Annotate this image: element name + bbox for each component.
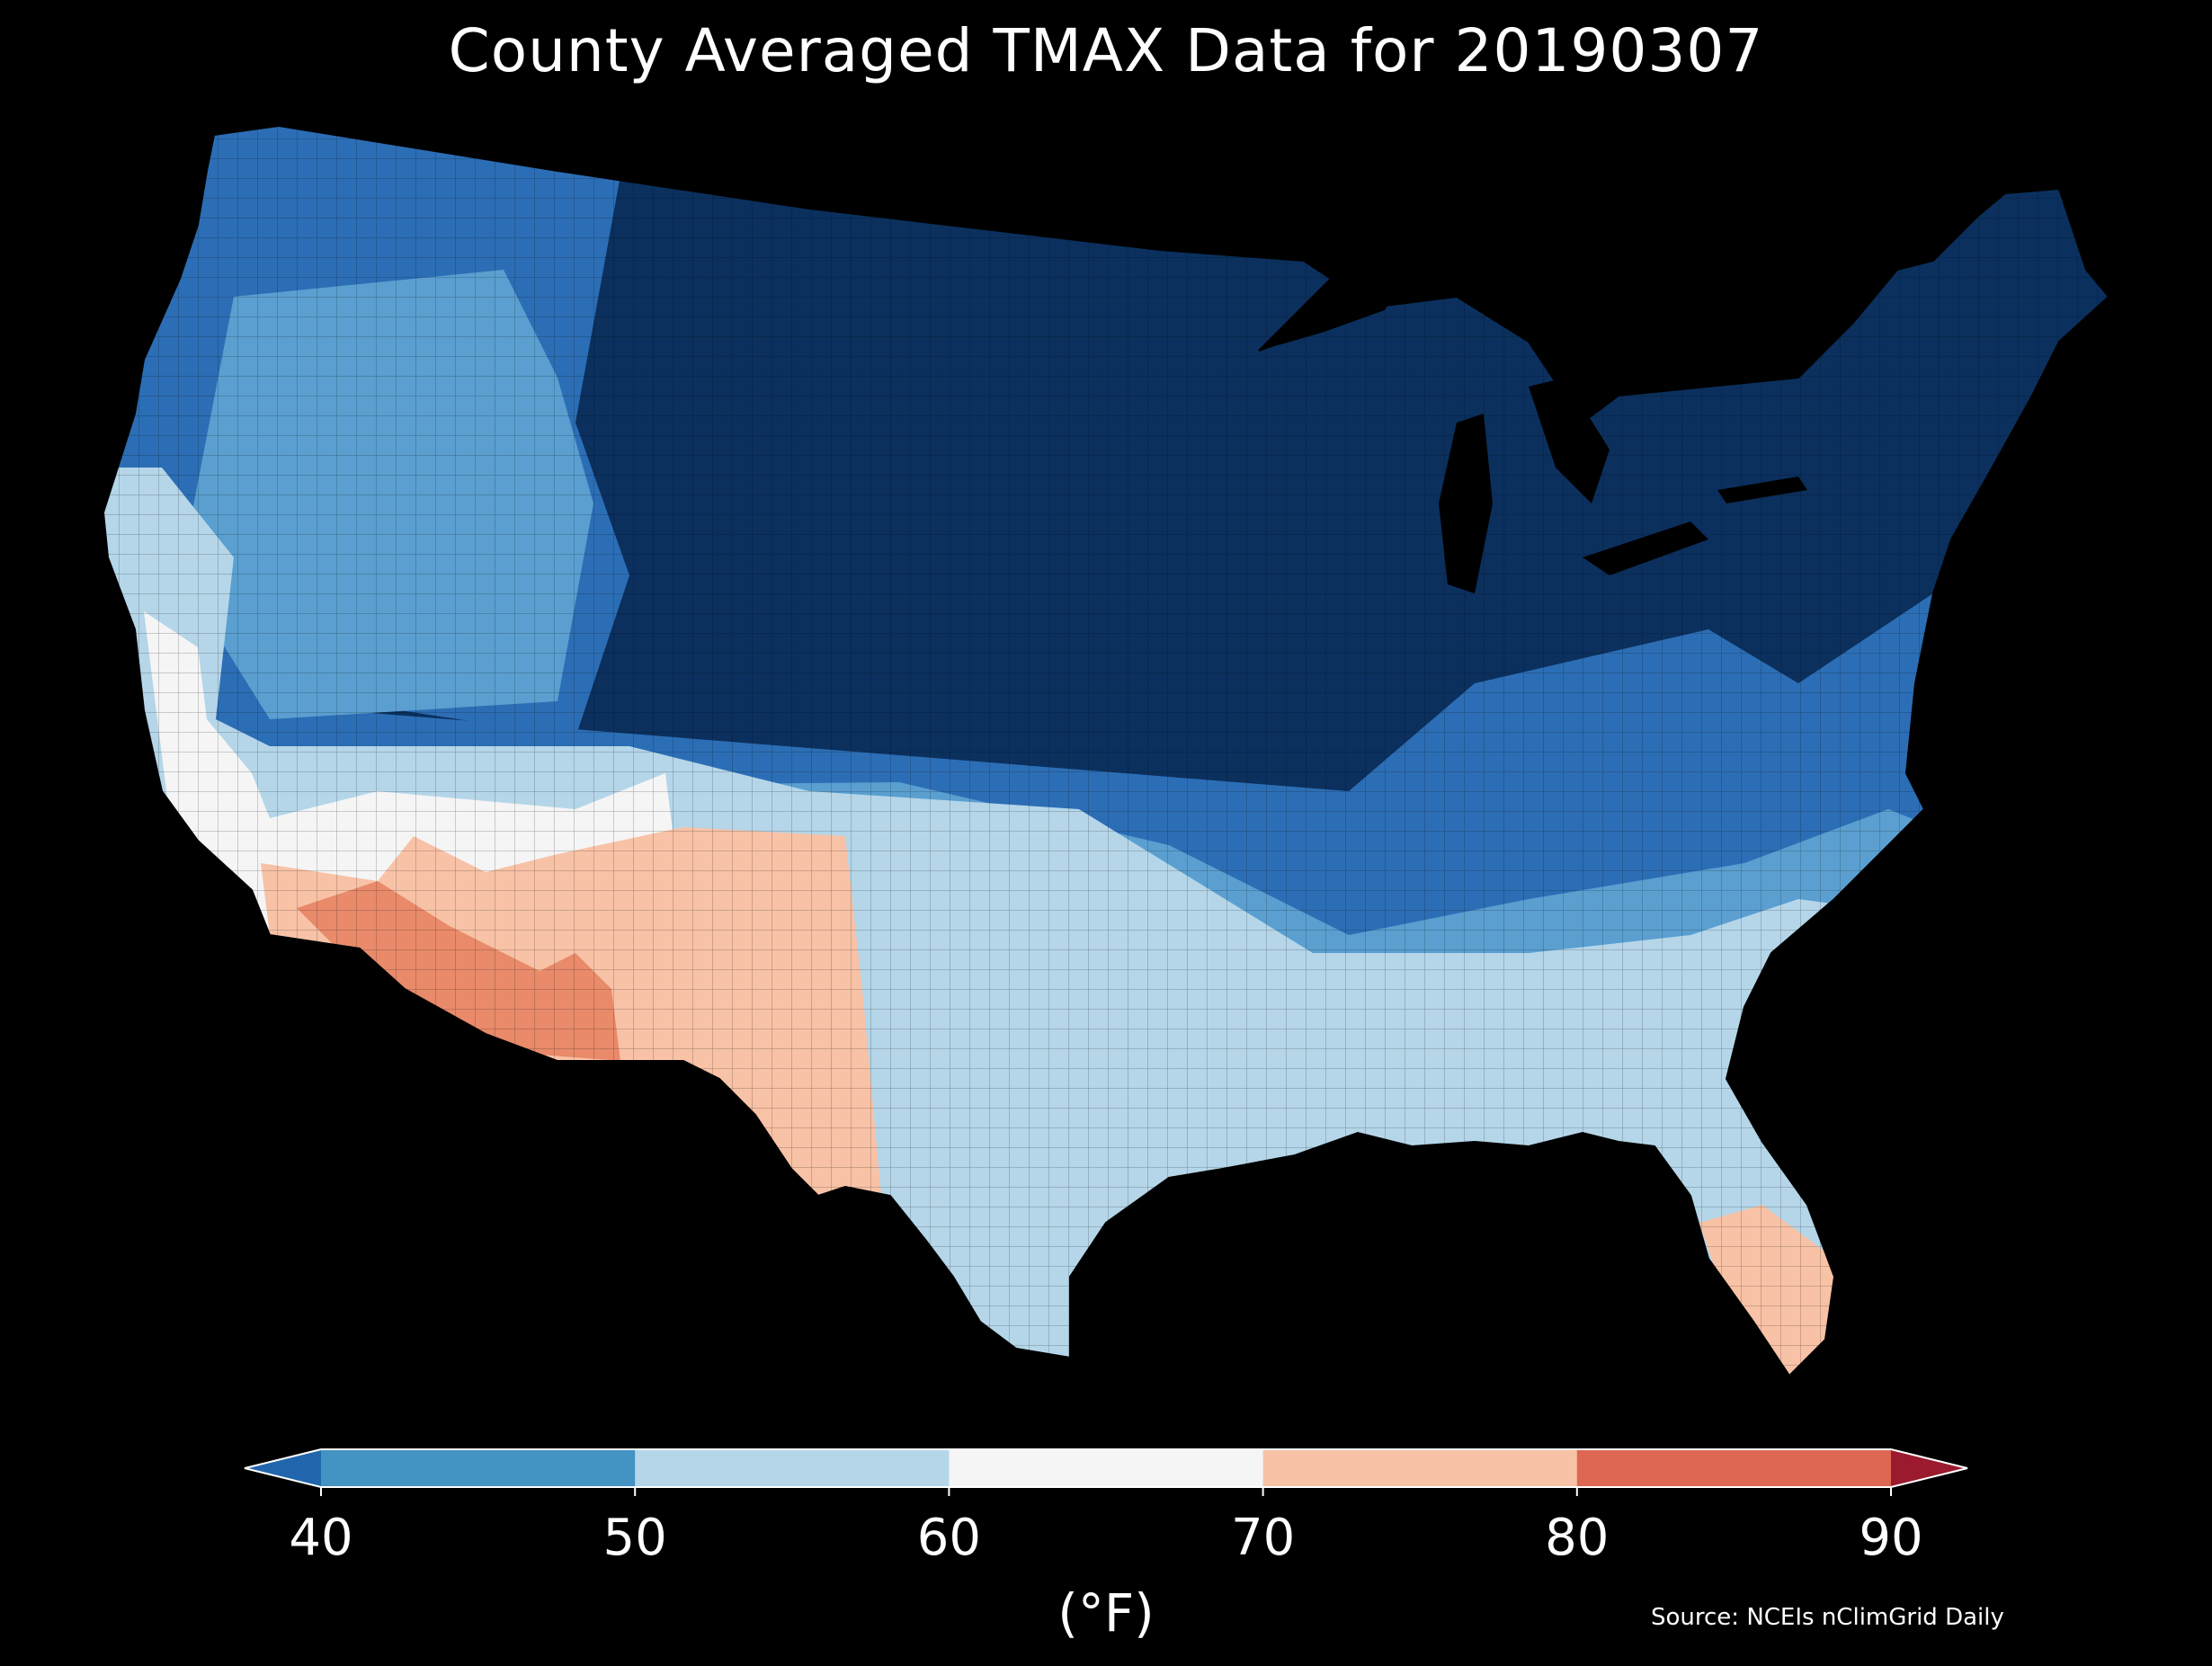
- lake-ontario: [1717, 477, 1807, 503]
- colorbar-tick-label: 70: [1230, 1509, 1296, 1567]
- colorbar: [244, 1448, 1968, 1496]
- colorbar-extend-low: [245, 1449, 321, 1487]
- great-lakes: [1259, 279, 1807, 593]
- colorbar-tick-label: 40: [289, 1509, 353, 1567]
- us-outline: [102, 124, 2110, 1377]
- source-attribution: Source: NCEIs nClimGrid Daily: [1651, 1604, 2004, 1631]
- colorbar-segment-60-70: [949, 1449, 1264, 1487]
- map-title: County Averaged TMAX Data for 20190307: [448, 16, 1764, 85]
- lake-erie: [1583, 521, 1708, 575]
- colorbar-extend-high: [1891, 1449, 1967, 1487]
- colorbar-segment-70-80: [1262, 1449, 1578, 1487]
- colorbar-tick-label: 90: [1859, 1509, 1923, 1567]
- colorbar-segment-80-90: [1576, 1449, 1892, 1487]
- lake-michigan: [1439, 414, 1493, 593]
- lake-superior: [1259, 279, 1403, 351]
- colorbar-tick-label: 50: [602, 1509, 667, 1567]
- colorbar-tick-label: 80: [1545, 1509, 1610, 1567]
- colorbar-segment-40-50: [321, 1449, 636, 1487]
- colorbar-segment-50-60: [635, 1449, 950, 1487]
- colorbar-label: (°F): [1057, 1582, 1155, 1644]
- lake-huron: [1529, 378, 1610, 503]
- colorbar-tick-label: 60: [916, 1509, 982, 1567]
